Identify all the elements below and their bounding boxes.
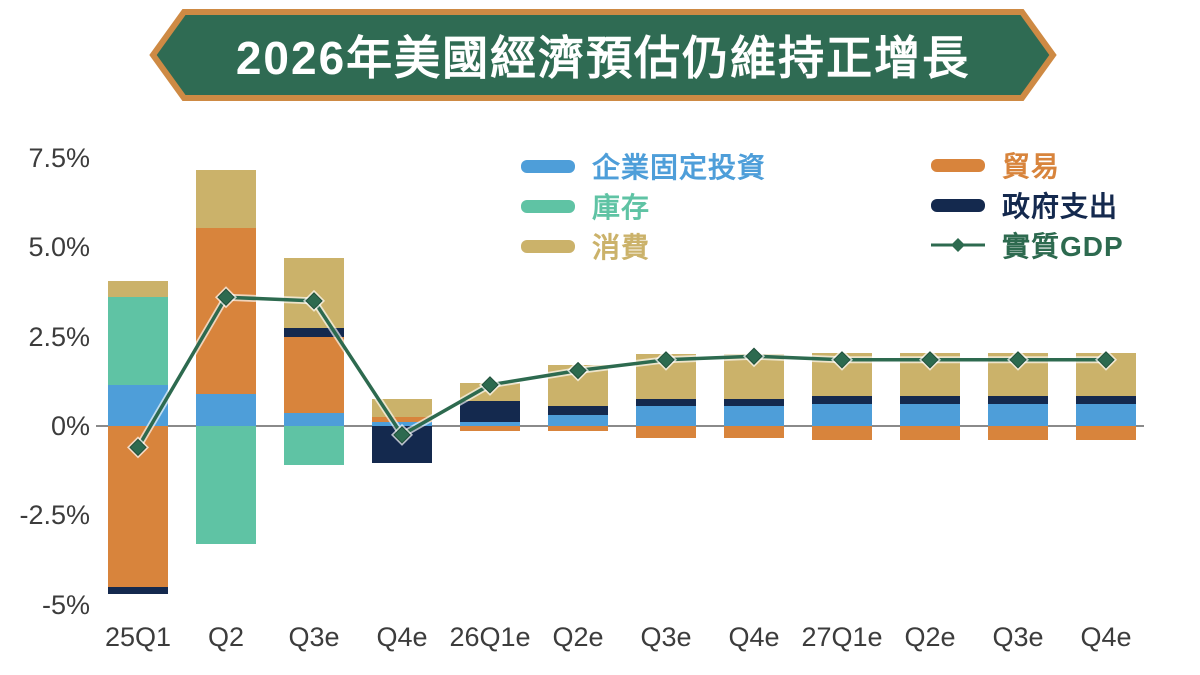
bar-segment-government	[1076, 395, 1136, 405]
bar-segment-consumption	[284, 257, 344, 328]
legend-item: 企業固定投資	[521, 152, 766, 183]
bar-segment-government	[724, 399, 784, 407]
bar-segment-government	[284, 327, 344, 337]
legend-right-column: 貿易政府支出實質GDP	[931, 151, 1124, 271]
bar-segment-fixed_investment	[812, 404, 872, 426]
bar-segment-government	[460, 400, 520, 423]
legend-label: 企業固定投資	[592, 152, 767, 183]
bar-segment-fixed_investment	[108, 384, 168, 426]
bar-segment-trade	[988, 425, 1048, 441]
bar-segment-consumption	[1076, 352, 1136, 396]
y-axis-tick-label: 7.5%	[28, 142, 90, 173]
bar-segment-trade	[724, 425, 784, 439]
bar-segment-fixed_investment	[548, 415, 608, 426]
bar-segment-government	[636, 399, 696, 407]
x-axis-tick-label: Q2	[207, 622, 245, 652]
legend-line-diamond-icon	[931, 238, 985, 252]
bar-segment-trade	[284, 336, 344, 414]
bar-segment-consumption	[196, 170, 256, 228]
bar-segment-consumption	[372, 399, 432, 417]
x-axis-tick-label: 26Q1e	[449, 622, 531, 652]
y-axis-tick-label: 5.0%	[28, 232, 90, 263]
x-axis-tick-label: Q4e	[376, 622, 428, 652]
bar-segment-government	[988, 395, 1048, 405]
title-banner: 2026年美國經濟預估仍維持正增長	[148, 8, 1058, 102]
bar-segment-inventory	[284, 425, 344, 466]
legend-item: 貿易	[931, 151, 1124, 182]
bar-segment-government	[108, 586, 168, 594]
x-axis-tick-label: Q3e	[288, 622, 340, 652]
legend-label: 實質GDP	[1002, 231, 1124, 262]
legend-swatch-icon	[521, 239, 575, 253]
bar-segment-inventory	[108, 297, 168, 385]
bar-segment-trade	[812, 425, 872, 441]
bar-segment-government	[900, 395, 960, 405]
bar-segment-consumption	[460, 383, 520, 401]
legend-label: 貿易	[1002, 151, 1061, 182]
bar-segment-fixed_investment	[284, 413, 344, 426]
x-axis-tick-label: 27Q1e	[801, 622, 883, 652]
x-axis-tick-label: Q3e	[992, 622, 1044, 652]
bar-segment-government	[812, 395, 872, 405]
legend-swatch-icon	[931, 158, 985, 172]
bar-segment-fixed_investment	[988, 404, 1048, 426]
bar-segment-trade	[196, 227, 256, 394]
bar-segment-trade	[372, 416, 432, 423]
legend-left-column: 企業固定投資 庫存消費	[521, 152, 766, 272]
x-axis-tick-label: Q2e	[552, 622, 604, 652]
legend-item: 庫存	[521, 192, 766, 223]
legend-item: 實質GDP	[931, 231, 1124, 262]
x-axis-tick-label: Q4e	[1080, 622, 1132, 652]
legend-item: 消費	[521, 232, 766, 263]
legend-item: 政府支出	[931, 191, 1124, 222]
bar-segment-trade	[636, 425, 696, 439]
bar-segment-consumption	[548, 365, 608, 407]
bar-segment-trade	[1076, 425, 1136, 441]
y-axis-tick-label: -2.5%	[19, 500, 90, 531]
x-axis-tick-label: 25Q1	[104, 622, 172, 652]
x-axis-tick-label: Q3e	[640, 622, 692, 652]
bar-segment-government	[548, 406, 608, 416]
legend-swatch-icon	[521, 159, 575, 173]
bar-segment-fixed_investment	[196, 393, 256, 426]
legend-label: 消費	[592, 232, 651, 263]
legend-swatch-icon	[521, 199, 575, 213]
bar-segment-consumption	[724, 354, 784, 400]
legend-label: 政府支出	[1002, 191, 1119, 222]
bar-segment-fixed_investment	[900, 404, 960, 426]
bar-segment-consumption	[900, 352, 960, 396]
bar-segment-trade	[548, 425, 608, 432]
bar-segment-fixed_investment	[636, 406, 696, 426]
bar-segment-fixed_investment	[1076, 404, 1136, 426]
x-axis-tick-label: Q4e	[728, 622, 780, 652]
y-axis-tick-label: -5%	[41, 589, 90, 620]
bar-segment-trade	[900, 425, 960, 441]
bar-segment-consumption	[108, 281, 168, 298]
page-title: 2026年美國經濟預估仍維持正增長	[235, 32, 971, 84]
legend-swatch-icon	[931, 198, 985, 212]
bar-segment-government	[372, 425, 432, 464]
y-axis-tick-label: 0%	[50, 410, 90, 441]
x-axis-tick-label: Q2e	[904, 622, 956, 652]
y-axis-tick-label: 2.5%	[28, 321, 90, 352]
bar-segment-fixed_investment	[724, 406, 784, 426]
bar-segment-trade	[108, 425, 168, 587]
bar-segment-inventory	[196, 425, 256, 544]
bar-segment-trade	[460, 425, 520, 432]
bar-segment-consumption	[636, 354, 696, 400]
banner-ribbon-shape	[149, 9, 1057, 101]
bar-segment-consumption	[812, 352, 872, 396]
legend-label: 庫存	[592, 192, 651, 223]
bar-segment-consumption	[988, 352, 1048, 396]
